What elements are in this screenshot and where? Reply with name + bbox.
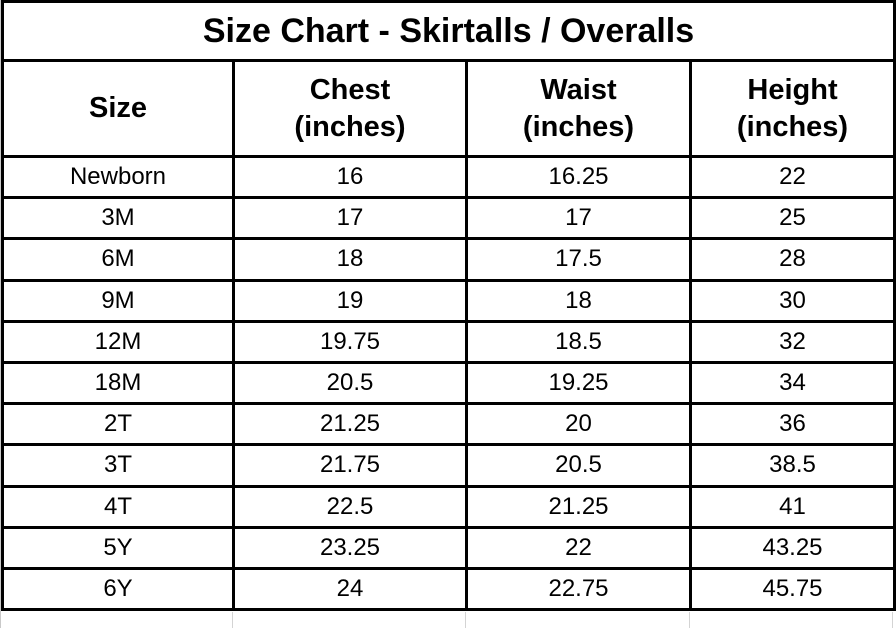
chest-cell: 19 (232, 278, 468, 323)
chest-cell: 23.25 (232, 525, 468, 570)
waist-cell: 22 (465, 525, 692, 570)
table-row: 12M 19.75 18.5 32 (1, 319, 896, 364)
column-header-size: Size (1, 59, 235, 158)
height-cell: 43.25 (688, 525, 896, 570)
size-cell: 4T (1, 484, 235, 529)
size-cell: 6M (1, 237, 235, 282)
table-row: 5Y 23.25 22 43.25 (1, 525, 896, 570)
chest-cell: 21.75 (232, 443, 468, 488)
height-cell: 38.5 (688, 443, 896, 488)
table-row: 6Y 24 22.75 45.75 (1, 566, 896, 612)
size-cell: 5Y (1, 525, 235, 570)
column-header-chest: Chest (inches) (232, 59, 468, 158)
table-row: 9M 19 18 30 (1, 278, 896, 323)
gridline-stub (689, 612, 690, 628)
cutoff-row-gridlines (1, 612, 893, 628)
waist-cell: 22.75 (465, 566, 692, 612)
gridline-stub (465, 612, 466, 628)
size-cell: 12M (1, 319, 235, 364)
table-row: 3M 17 17 25 (1, 196, 896, 241)
height-cell: 41 (688, 484, 896, 529)
size-chart-table: Size Chart - Skirtalls / Overalls Size C… (0, 0, 896, 612)
height-cell: 34 (688, 360, 896, 406)
size-cell: 3M (1, 196, 235, 241)
gridline-stub (892, 612, 893, 628)
waist-cell: 20 (465, 402, 692, 447)
size-cell: Newborn (1, 154, 235, 200)
height-cell: 30 (688, 278, 896, 323)
column-header-label: Chest (309, 74, 391, 107)
size-cell: 2T (1, 402, 235, 447)
chest-cell: 24 (232, 566, 468, 612)
table-row: 18M 20.5 19.25 34 (1, 360, 896, 406)
column-header-waist: Waist (inches) (465, 59, 692, 158)
column-header-label: Height (747, 74, 838, 107)
waist-cell: 17.5 (465, 237, 692, 282)
column-header-label: Waist (540, 74, 617, 107)
waist-cell: 21.25 (465, 484, 692, 529)
waist-cell: 20.5 (465, 443, 692, 488)
waist-cell: 16.25 (465, 154, 692, 200)
height-cell: 36 (688, 402, 896, 447)
size-cell: 9M (1, 278, 235, 323)
waist-cell: 19.25 (465, 360, 692, 406)
size-cell: 18M (1, 360, 235, 406)
chest-cell: 17 (232, 196, 468, 241)
chest-cell: 19.75 (232, 319, 468, 364)
column-header-unit: (inches) (736, 110, 849, 143)
table-row: 2T 21.25 20 36 (1, 402, 896, 447)
column-header-unit: (inches) (294, 110, 406, 143)
column-header-unit: (inches) (522, 110, 635, 143)
waist-cell: 18.5 (465, 319, 692, 364)
height-cell: 25 (688, 196, 896, 241)
title-row: Size Chart - Skirtalls / Overalls (0, 0, 896, 62)
chest-cell: 16 (232, 154, 468, 200)
page-title: Size Chart - Skirtalls / Overalls (0, 0, 896, 62)
left-gridline (0, 0, 1, 628)
waist-cell: 18 (465, 278, 692, 323)
table-row: 4T 22.5 21.25 41 (1, 484, 896, 529)
height-cell: 32 (688, 319, 896, 364)
table-row: 3T 21.75 20.5 38.5 (1, 443, 896, 488)
table-row: Newborn 16 16.25 22 (1, 154, 896, 200)
height-cell: 45.75 (688, 566, 896, 612)
chest-cell: 22.5 (232, 484, 468, 529)
chest-cell: 18 (232, 237, 468, 282)
size-cell: 6Y (1, 566, 235, 612)
header-row: Size Chest (inches) Waist (inches) Heigh… (1, 59, 896, 158)
chest-cell: 20.5 (232, 360, 468, 406)
height-cell: 22 (688, 154, 896, 200)
table-row: 6M 18 17.5 28 (1, 237, 896, 282)
gridline-stub (232, 612, 233, 628)
height-cell: 28 (688, 237, 896, 282)
waist-cell: 17 (465, 196, 692, 241)
chest-cell: 21.25 (232, 402, 468, 447)
column-header-height: Height (inches) (688, 59, 896, 158)
column-header-label: Size (88, 92, 148, 125)
size-cell: 3T (1, 443, 235, 488)
